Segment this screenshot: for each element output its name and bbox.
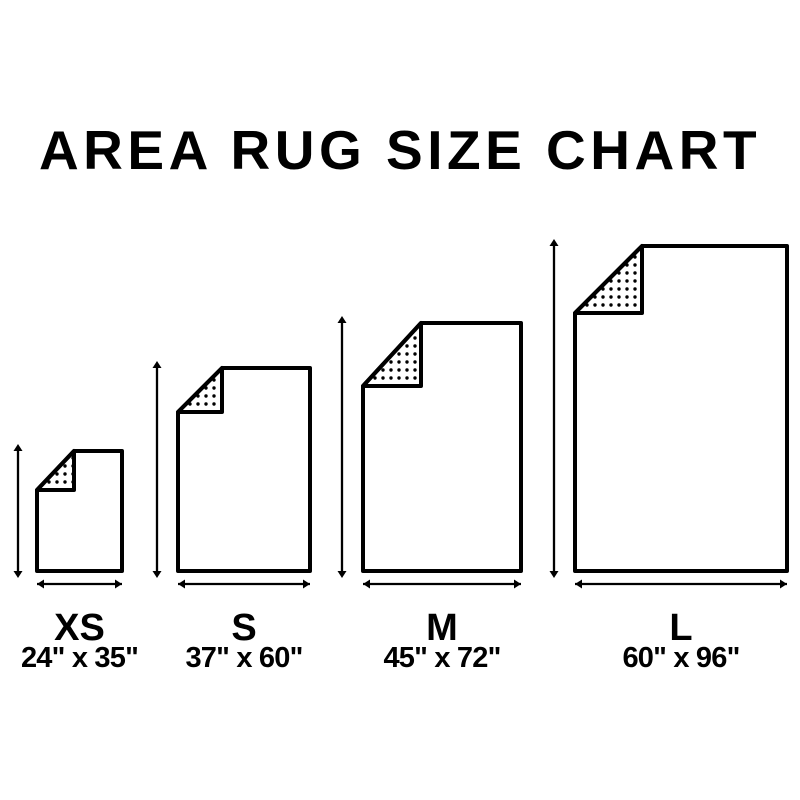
svg-text:45" x 72": 45" x 72": [383, 642, 500, 674]
svg-text:AREA RUG SIZE CHART: AREA RUG SIZE CHART: [39, 119, 761, 181]
svg-text:24" x 35": 24" x 35": [21, 642, 138, 674]
svg-text:60" x 96": 60" x 96": [622, 642, 739, 674]
svg-text:37" x 60": 37" x 60": [185, 642, 302, 674]
